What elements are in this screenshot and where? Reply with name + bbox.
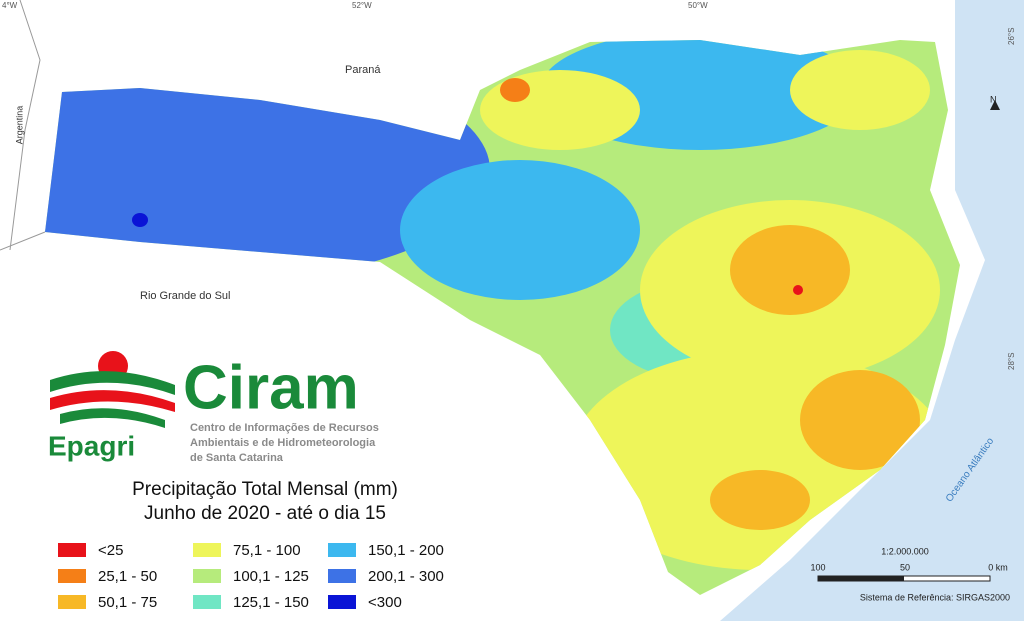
- legend-swatch: [328, 569, 356, 583]
- ocean: [720, 0, 1024, 621]
- scale-reference: Sistema de Referência: SIRGAS2000: [860, 592, 1010, 602]
- legend-label: 150,1 - 200: [368, 542, 444, 559]
- legend-label: 200,1 - 300: [368, 568, 444, 585]
- graticule-label: 28°S: [1007, 353, 1016, 370]
- legend-label: 100,1 - 125: [233, 568, 309, 585]
- legend-swatch: [193, 595, 221, 609]
- graticule-label: 52°W: [352, 1, 372, 10]
- scale-bar: [818, 576, 904, 581]
- title: Precipitação Total Mensal (mm): [132, 479, 398, 500]
- place-label: Argentina: [14, 106, 24, 145]
- legend-swatch: [193, 569, 221, 583]
- legend-label: 50,1 - 75: [98, 594, 157, 611]
- border-lines: [0, 0, 46, 251]
- scale-label: 100: [810, 562, 825, 572]
- legend-label: <25: [98, 542, 123, 559]
- legend-swatch: [58, 569, 86, 583]
- logo-name: Ciram: [183, 353, 359, 422]
- north-label: N: [990, 94, 997, 104]
- legend-swatch: [328, 543, 356, 557]
- legend-label: <300: [368, 594, 402, 611]
- logo-line: Centro de Informações de Recursos: [190, 422, 379, 434]
- scale-ratio: 1:2.000.000: [881, 546, 929, 556]
- legend: <25 25,1 - 50 50,1 - 75 75,1 - 100 100,1 - 1…: [58, 542, 444, 611]
- logo-line: de Santa Catarina: [190, 452, 284, 464]
- place-label: Paraná: [345, 64, 381, 76]
- logo: Epagri Ciram Centro de Informações de Re…: [48, 351, 379, 464]
- scale-label: 50: [900, 562, 910, 572]
- place-label: Rio Grande do Sul: [140, 290, 231, 302]
- subtitle: Junho de 2020 - até o dia 15: [144, 503, 386, 524]
- graticule-label: 26°S: [1007, 28, 1016, 45]
- graticule-label: 4°W: [2, 1, 18, 10]
- legend-swatch: [328, 595, 356, 609]
- legend-swatch: [58, 543, 86, 557]
- legend-label: 75,1 - 100: [233, 542, 301, 559]
- legend-swatch: [58, 595, 86, 609]
- north-arrow: [990, 100, 1000, 110]
- legend-label: 25,1 - 50: [98, 568, 157, 585]
- legend-swatch: [193, 543, 221, 557]
- logo-org: Epagri: [48, 430, 135, 461]
- legend-label: 125,1 - 150: [233, 594, 309, 611]
- logo-line: Ambientais e de Hidrometeorologia: [190, 437, 376, 449]
- scale-label: 0 km: [988, 562, 1008, 572]
- graticule-label: 50°W: [688, 1, 708, 10]
